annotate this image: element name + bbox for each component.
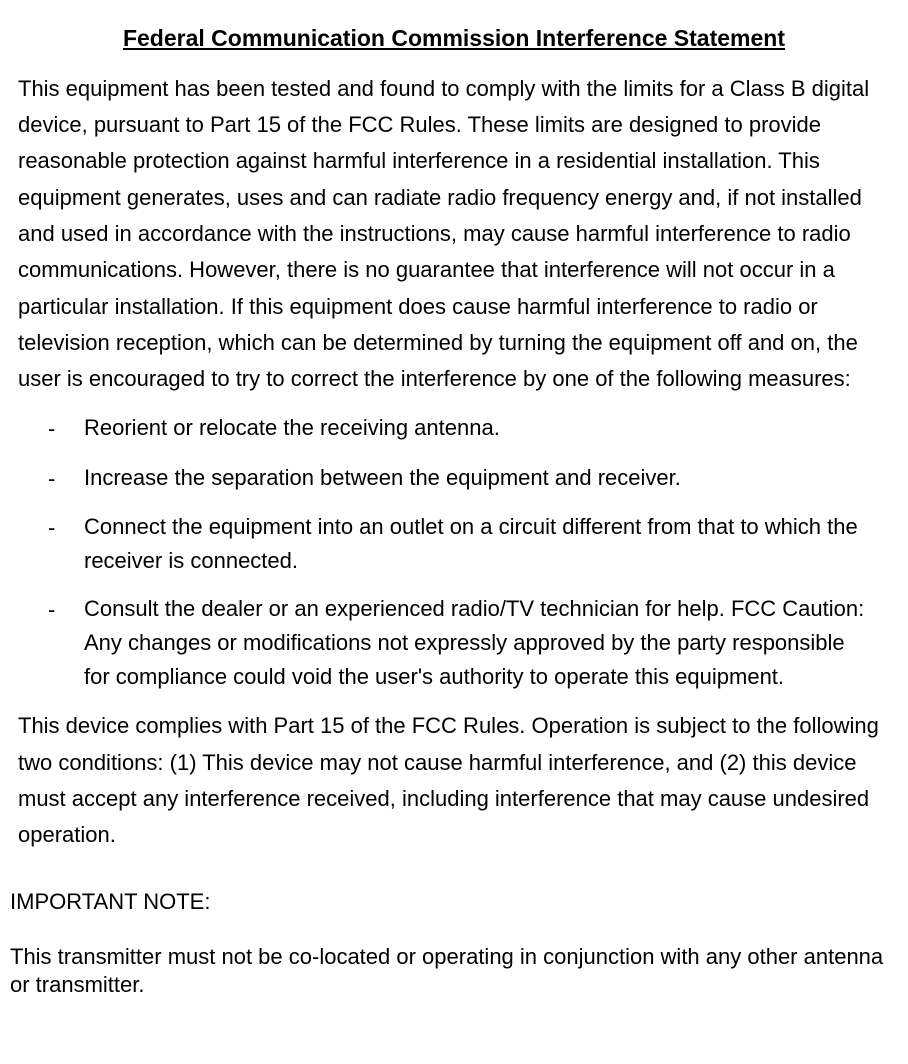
- compliance-paragraph: This device complies with Part 15 of the…: [10, 708, 898, 853]
- list-marker: -: [48, 461, 84, 496]
- list-item-text: Increase the separation between the equi…: [84, 461, 898, 496]
- list-item-text: Consult the dealer or an experienced rad…: [84, 592, 898, 694]
- document-title: Federal Communication Commission Interfe…: [10, 20, 898, 57]
- measures-list: - Reorient or relocate the receiving ant…: [10, 411, 898, 694]
- list-item: - Consult the dealer or an experienced r…: [18, 592, 898, 694]
- note-heading: IMPORTANT NOTE:: [10, 884, 898, 919]
- list-item: - Connect the equipment into an outlet o…: [18, 510, 898, 578]
- list-item-text: Connect the equipment into an outlet on …: [84, 510, 898, 578]
- list-marker: -: [48, 411, 84, 446]
- intro-paragraph: This equipment has been tested and found…: [10, 71, 898, 398]
- note-text: This transmitter must not be co-located …: [10, 943, 898, 1000]
- list-marker: -: [48, 510, 84, 578]
- list-marker: -: [48, 592, 84, 694]
- list-item-text: Reorient or relocate the receiving anten…: [84, 411, 898, 446]
- list-item: - Reorient or relocate the receiving ant…: [18, 411, 898, 446]
- list-item: - Increase the separation between the eq…: [18, 461, 898, 496]
